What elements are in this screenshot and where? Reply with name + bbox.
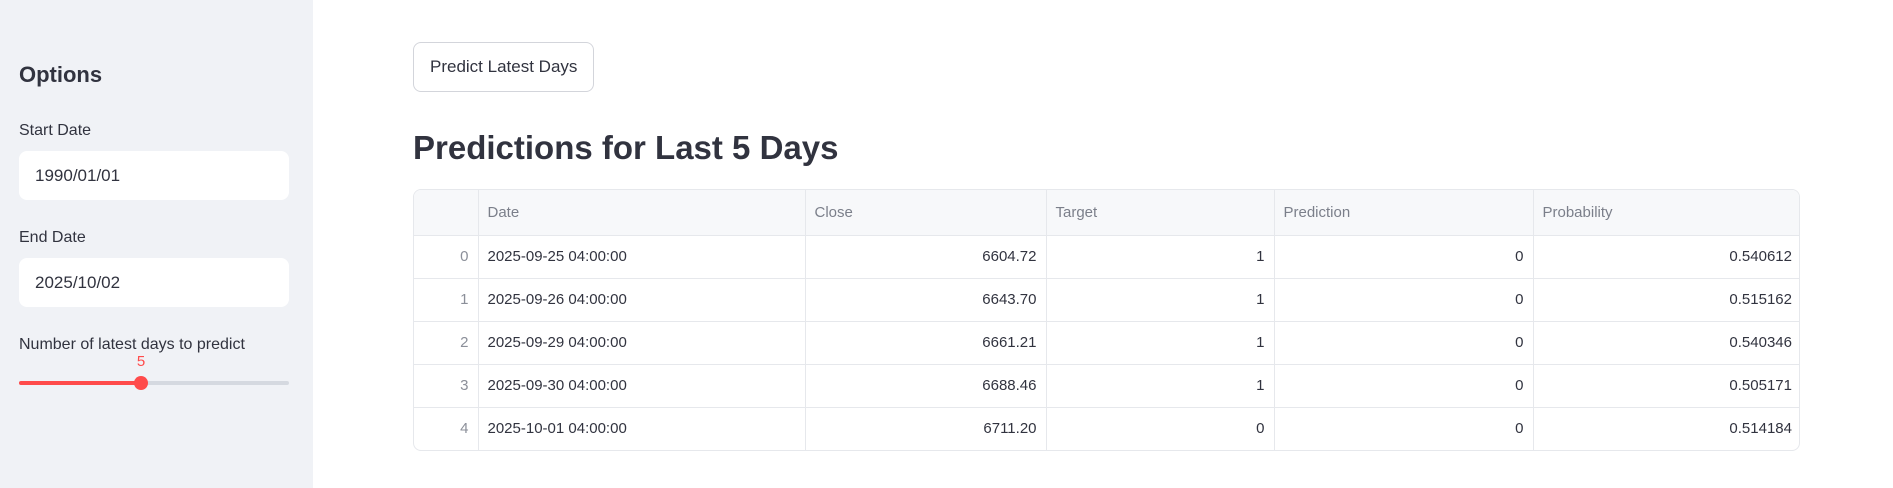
close-cell[interactable]: 6604.72	[805, 235, 1047, 279]
close-cell[interactable]: 6711.20	[805, 407, 1047, 450]
predictions-table: Date Close Target Prediction Probability…	[413, 189, 1800, 451]
column-header-probability[interactable]: Probability	[1533, 190, 1799, 236]
date-cell[interactable]: 2025-09-30 04:00:00	[478, 364, 806, 408]
target-cell[interactable]: 1	[1046, 321, 1275, 365]
row-index: 3	[414, 364, 479, 408]
column-header-prediction[interactable]: Prediction	[1274, 190, 1534, 236]
days-slider[interactable]: 5	[19, 353, 289, 393]
prediction-cell[interactable]: 0	[1274, 235, 1534, 279]
sidebar: Options Start Date End Date Number of la…	[0, 0, 313, 488]
close-cell[interactable]: 6643.70	[805, 278, 1047, 322]
column-header-close[interactable]: Close	[805, 190, 1047, 236]
table-row: 0 2025-09-25 04:00:00 6604.72 1 0 0.5406…	[414, 235, 1799, 279]
target-cell[interactable]: 0	[1046, 407, 1275, 450]
prediction-cell[interactable]: 0	[1274, 321, 1534, 365]
probability-cell[interactable]: 0.540612	[1533, 235, 1799, 279]
days-slider-fill	[19, 381, 141, 385]
end-date-input[interactable]	[19, 258, 289, 307]
prediction-cell[interactable]: 0	[1274, 364, 1534, 408]
table-row: 3 2025-09-30 04:00:00 6688.46 1 0 0.5051…	[414, 364, 1799, 408]
days-slider-track[interactable]	[19, 381, 289, 385]
start-date-label: Start Date	[19, 122, 92, 139]
close-cell[interactable]: 6661.21	[805, 321, 1047, 365]
date-cell[interactable]: 2025-10-01 04:00:00	[478, 407, 806, 450]
table-header-row: Date Close Target Prediction Probability	[414, 190, 1799, 236]
row-index: 1	[414, 278, 479, 322]
sidebar-title: Options	[19, 62, 103, 87]
row-index: 2	[414, 321, 479, 365]
days-slider-thumb[interactable]	[134, 376, 148, 390]
date-cell[interactable]: 2025-09-25 04:00:00	[478, 235, 806, 279]
probability-cell[interactable]: 0.540346	[1533, 321, 1799, 365]
probability-cell[interactable]: 0.514184	[1729, 420, 1792, 438]
target-cell[interactable]: 1	[1046, 364, 1275, 408]
target-cell[interactable]: 1	[1046, 278, 1275, 322]
table-row: 2 2025-09-29 04:00:00 6661.21 1 0 0.5403…	[414, 321, 1799, 365]
row-index: 0	[414, 235, 479, 279]
close-cell[interactable]: 6688.46	[805, 364, 1047, 408]
predict-latest-days-button[interactable]: Predict Latest Days	[413, 42, 595, 92]
column-header-date[interactable]: Date	[478, 190, 806, 236]
start-date-input[interactable]	[19, 151, 289, 200]
date-cell[interactable]: 2025-09-26 04:00:00	[478, 278, 806, 322]
table-row: 1 2025-09-26 04:00:00 6643.70 1 0 0.5151…	[414, 278, 1799, 322]
end-date-label: End Date	[19, 229, 86, 246]
row-index: 4	[414, 407, 479, 450]
column-header-target[interactable]: Target	[1046, 190, 1275, 236]
probability-cell[interactable]: 0.515162	[1533, 278, 1799, 322]
prediction-cell[interactable]: 0	[1274, 278, 1534, 322]
days-slider-value: 5	[136, 353, 146, 370]
probability-cell[interactable]: 0.505171	[1533, 364, 1799, 408]
days-slider-label: Number of latest days to predict	[19, 336, 245, 353]
prediction-cell[interactable]: 0	[1274, 407, 1534, 450]
column-header-index[interactable]	[414, 190, 479, 236]
target-cell[interactable]: 1	[1046, 235, 1275, 279]
page-title: Predictions for Last 5 Days	[413, 129, 839, 166]
table-row: 4 2025-10-01 04:00:00 6711.20 0 0 0.5141…	[414, 407, 1799, 450]
date-cell[interactable]: 2025-09-29 04:00:00	[478, 321, 806, 365]
